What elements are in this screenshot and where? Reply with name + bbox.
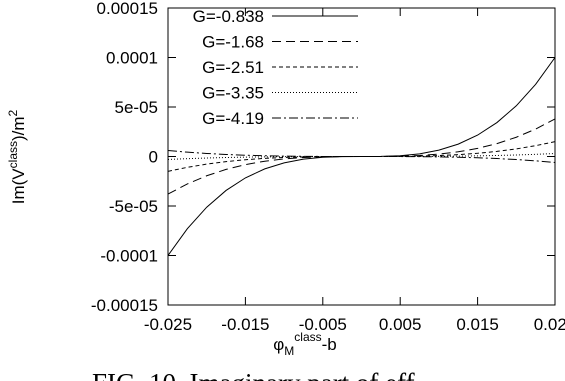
x-label-base: φ	[273, 335, 284, 354]
series-line	[167, 150, 556, 163]
series-line	[167, 141, 556, 172]
legend-label: G=-4.19	[202, 109, 264, 128]
x-tick-label: 0.015	[456, 315, 499, 334]
legend-label: G=-3.35	[202, 84, 264, 103]
y-tick-label: 5e-05	[115, 98, 158, 117]
x-tick-label: 0.025	[534, 315, 565, 334]
y-tick-label: -0.0001	[100, 247, 158, 266]
x-tick-label: 0.005	[379, 315, 422, 334]
y-tick-label: -0.00015	[91, 296, 158, 315]
y-label-sup: class	[6, 141, 20, 168]
y-label-base: Im(V	[9, 168, 28, 205]
y-tick-label: 0.00015	[97, 0, 158, 18]
x-axis-label: φMclass-b	[273, 330, 337, 358]
caption: FIG. 10. Imaginary part of eff	[92, 368, 415, 381]
legend-label: G=-0.838	[193, 7, 264, 26]
x-label-sup: class	[294, 330, 321, 344]
y-label-sup2: 2	[6, 109, 20, 116]
y-label-mid: )/m	[9, 116, 28, 141]
x-tick-label: -0.005	[299, 315, 347, 334]
y-axis-label: Im(Vclass)/m2	[6, 109, 28, 204]
x-label-sub: M	[284, 344, 294, 358]
legend-label: G=-1.68	[202, 33, 264, 52]
y-tick-label: 0	[149, 148, 158, 167]
x-tick-label: -0.025	[144, 315, 192, 334]
x-label-tail: -b	[322, 335, 337, 354]
x-tick-label: -0.015	[221, 315, 269, 334]
y-tick-label: 0.0001	[106, 49, 158, 68]
y-tick-label: -5e-05	[109, 197, 158, 216]
legend-label: G=-2.51	[202, 58, 264, 77]
